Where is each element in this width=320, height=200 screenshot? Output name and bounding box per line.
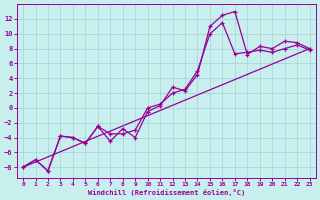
X-axis label: Windchill (Refroidissement éolien,°C): Windchill (Refroidissement éolien,°C) — [88, 189, 245, 196]
